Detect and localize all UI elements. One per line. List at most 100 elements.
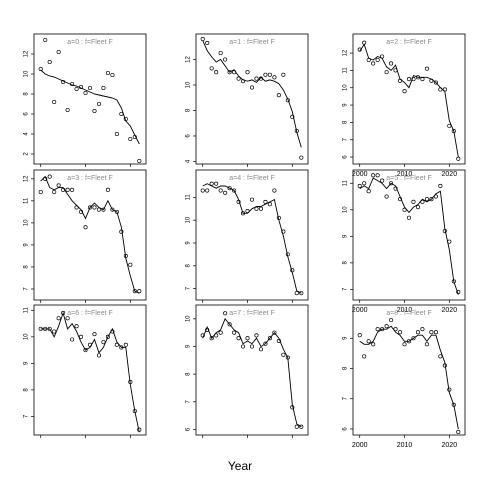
data-point — [415, 205, 421, 210]
data-point — [267, 336, 272, 341]
y-tick-label: 4 — [186, 159, 192, 163]
y-tick-label: 7 — [343, 396, 349, 400]
data-point — [411, 336, 416, 341]
data-point — [101, 207, 106, 212]
panel-2: a=6 : f=Fleet F 7 8 9 10 11 — [24, 304, 147, 438]
data-point — [205, 188, 210, 193]
data-point — [52, 329, 57, 334]
y-tick-label: 9 — [343, 103, 349, 107]
data-point — [424, 342, 429, 347]
y-tick-label: 6 — [343, 427, 349, 431]
panel-title: a=0 : f=Fleet F — [67, 39, 113, 46]
data-point — [438, 354, 443, 359]
data-point — [232, 330, 237, 335]
panel-title: a=1 : f=Fleet F — [229, 39, 275, 46]
data-point — [236, 336, 241, 341]
panel-title: a=5 : f=Fleet F — [386, 175, 432, 182]
panel-frame — [352, 304, 466, 436]
panel-6: a=2 : f=Fleet F 6 7 8 9 10 11 12 2000 2010 2020 — [343, 33, 466, 178]
data-point — [227, 186, 232, 191]
data-point — [420, 77, 425, 82]
x-tick-label: 2010 — [397, 307, 413, 314]
data-point — [299, 424, 304, 429]
panel-frame — [352, 33, 466, 165]
y-tick-label: 10 — [186, 315, 192, 322]
data-point — [128, 262, 133, 267]
data-point — [218, 330, 223, 335]
panel-frame — [33, 304, 147, 436]
data-point — [371, 173, 376, 178]
panel-title: a=8 : f=Fleet F — [386, 310, 432, 317]
data-point — [92, 332, 97, 337]
data-point — [263, 199, 268, 204]
data-point — [105, 187, 110, 192]
data-point — [209, 66, 214, 71]
y-tick-label: 9 — [343, 336, 349, 340]
data-point — [96, 101, 102, 107]
data-point — [272, 188, 277, 193]
panel-title: a=6 : f=Fleet F — [67, 310, 113, 317]
data-point — [218, 188, 223, 193]
data-point — [254, 333, 259, 338]
x-tick-label: 2010 — [397, 171, 413, 178]
data-point — [92, 205, 97, 210]
panel-frame — [33, 169, 147, 301]
y-tick-label: 7 — [24, 414, 30, 418]
y-tick-label: 8 — [186, 263, 192, 267]
y-tick-label: 8 — [186, 372, 192, 376]
data-point — [74, 324, 79, 329]
y-tick-label: 8 — [343, 261, 349, 265]
data-point — [267, 72, 272, 77]
data-point — [267, 202, 272, 207]
y-tick-label: 8 — [24, 388, 30, 392]
x-tick-label: 2020 — [442, 442, 458, 449]
y-tick-label: 8 — [24, 92, 30, 96]
data-point — [299, 291, 304, 296]
data-point — [424, 197, 429, 202]
fit-line — [359, 325, 459, 430]
data-point — [357, 183, 362, 188]
fit-line — [359, 177, 459, 295]
x-tick-label: 2020 — [442, 171, 458, 178]
data-point — [87, 85, 93, 91]
data-point — [375, 173, 380, 178]
panel-3: a=1 : f=Fleet F 4 6 8 10 12 — [186, 33, 309, 167]
data-point — [249, 344, 255, 349]
y-tick-label: 9 — [343, 234, 349, 238]
data-point — [132, 289, 137, 294]
y-tick-label: 10 — [24, 333, 30, 340]
data-point — [433, 330, 438, 335]
y-tick-label: 7 — [186, 399, 192, 403]
data-point — [456, 156, 461, 161]
data-point — [218, 51, 223, 56]
data-point — [406, 77, 412, 82]
fit-line — [359, 43, 459, 158]
data-point — [74, 86, 79, 92]
y-tick-label: 12 — [343, 49, 349, 56]
data-point — [209, 181, 214, 186]
data-point — [83, 90, 88, 96]
data-point — [415, 330, 421, 335]
y-tick-label: 7 — [24, 287, 30, 291]
data-point — [389, 61, 394, 66]
data-point — [249, 85, 255, 90]
data-point — [52, 99, 57, 105]
x-tick-label: 2020 — [442, 307, 458, 314]
data-point — [294, 424, 299, 429]
data-point — [114, 131, 119, 137]
y-tick-label: 8 — [343, 120, 349, 124]
panel-frame — [33, 33, 147, 165]
y-tick-label: 10 — [343, 84, 349, 91]
data-point — [123, 342, 128, 347]
data-point — [70, 337, 75, 342]
y-tick-label: 4 — [24, 132, 30, 136]
data-point — [366, 339, 371, 344]
data-point — [402, 342, 407, 347]
data-point — [114, 342, 119, 347]
data-point — [205, 40, 210, 45]
data-point — [83, 225, 88, 230]
data-point — [105, 334, 110, 339]
data-point — [420, 327, 425, 332]
data-point — [92, 108, 97, 114]
y-tick-label: 10 — [24, 219, 30, 226]
